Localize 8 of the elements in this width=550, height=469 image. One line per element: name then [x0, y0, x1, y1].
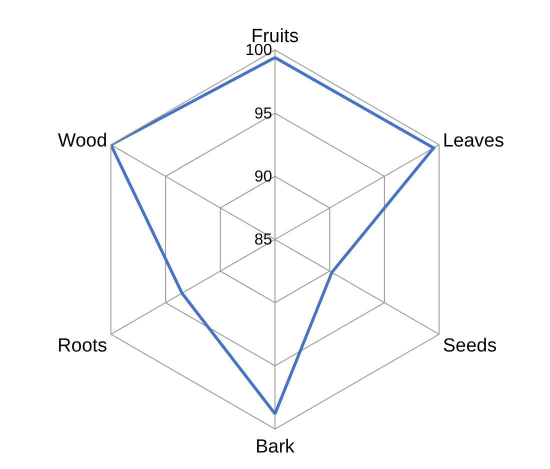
spoke-label: Wood — [58, 130, 108, 152]
spoke-label: Seeds — [442, 336, 497, 357]
spoke-label: Roots — [58, 336, 108, 357]
y-tick-label: 90 — [254, 168, 272, 186]
y-tick-label: 95 — [254, 105, 272, 122]
spoke-label: Bark — [255, 436, 296, 458]
spoke-label: Leaves — [442, 130, 504, 152]
y-tick-label: 85 — [254, 232, 272, 249]
